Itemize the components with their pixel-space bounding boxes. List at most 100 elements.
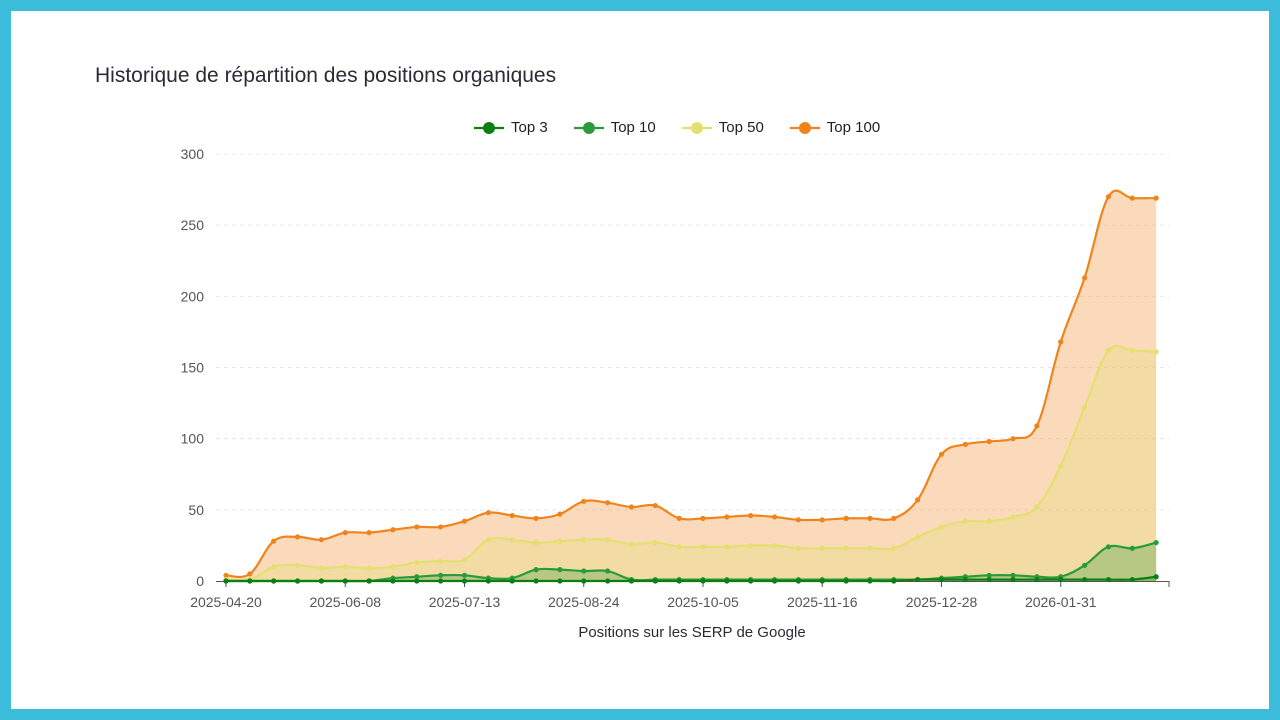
x-axis-title: Positions sur les SERP de Google xyxy=(578,624,805,641)
data-point xyxy=(533,539,539,546)
data-point xyxy=(485,537,491,543)
area-top-50 xyxy=(226,345,1157,581)
data-point xyxy=(366,578,372,584)
data-point xyxy=(652,502,658,509)
data-point xyxy=(1058,576,1064,583)
data-point xyxy=(247,578,253,584)
line-top-3 xyxy=(226,575,1157,583)
data-point xyxy=(1010,514,1016,520)
data-point xyxy=(1105,194,1112,200)
data-point xyxy=(986,518,992,524)
data-point xyxy=(915,534,921,540)
data-point xyxy=(962,576,968,583)
legend-marker-icon xyxy=(681,121,712,134)
data-point xyxy=(461,518,468,524)
data-point xyxy=(915,497,921,503)
data-point xyxy=(1153,539,1159,546)
y-tick-label: 200 xyxy=(181,288,205,304)
data-point xyxy=(581,578,587,584)
legend-marker-icon xyxy=(789,121,820,134)
data-point xyxy=(819,578,825,584)
data-point xyxy=(867,515,873,521)
data-point xyxy=(342,530,348,536)
x-tick-label: 2025-08-24 xyxy=(548,594,620,610)
x-tick-label: 2025-04-20 xyxy=(190,594,262,610)
data-point xyxy=(557,567,563,573)
data-point xyxy=(509,578,515,584)
data-point xyxy=(1034,576,1040,583)
data-point xyxy=(628,504,635,510)
data-point xyxy=(414,574,420,580)
data-point xyxy=(676,544,682,550)
data-point xyxy=(342,578,348,584)
data-point xyxy=(986,576,992,583)
data-point xyxy=(366,565,372,571)
data-point xyxy=(318,578,324,584)
data-point xyxy=(533,567,539,573)
data-point xyxy=(1010,576,1016,583)
data-point xyxy=(366,530,372,536)
data-point xyxy=(1105,347,1112,354)
data-point xyxy=(724,578,730,584)
data-point xyxy=(247,571,253,577)
legend-item-top-100[interactable]: Top 100 xyxy=(789,119,881,136)
y-tick-label: 50 xyxy=(188,502,204,518)
data-point xyxy=(652,539,658,546)
data-point xyxy=(891,515,897,521)
data-point xyxy=(438,524,444,530)
data-point xyxy=(485,578,491,584)
data-point xyxy=(605,500,611,506)
x-tick-label: 2025-10-05 xyxy=(667,594,739,610)
data-point xyxy=(795,578,802,584)
chart-card xyxy=(11,11,1269,709)
line-top-10 xyxy=(226,541,1157,583)
legend-item-top-10[interactable]: Top 10 xyxy=(573,119,656,136)
data-point xyxy=(700,515,706,521)
area-top-100 xyxy=(226,190,1157,581)
data-point xyxy=(414,559,420,566)
data-point xyxy=(676,515,682,521)
data-point xyxy=(1010,436,1016,442)
data-point xyxy=(294,578,301,584)
data-point xyxy=(891,578,897,584)
data-point xyxy=(1105,544,1112,550)
x-tick-label: 2025-06-08 xyxy=(309,594,381,610)
data-point xyxy=(342,564,348,570)
legend-label: Top 3 xyxy=(511,119,548,136)
data-point xyxy=(938,451,945,457)
data-point xyxy=(1153,574,1159,580)
data-point xyxy=(986,572,992,578)
data-point xyxy=(294,562,301,568)
legend-marker-icon xyxy=(573,121,604,134)
data-point xyxy=(509,537,515,543)
data-point xyxy=(724,544,730,550)
data-point xyxy=(915,576,921,583)
data-point xyxy=(748,512,754,519)
data-point xyxy=(1034,423,1040,429)
data-point xyxy=(318,565,324,571)
x-tick-label: 2026-01-31 xyxy=(1025,594,1097,610)
y-tick-label: 150 xyxy=(181,360,205,376)
legend-item-top-3[interactable]: Top 3 xyxy=(474,119,548,136)
data-point xyxy=(390,578,396,584)
legend-item-top-50[interactable]: Top 50 xyxy=(681,119,764,136)
data-point xyxy=(1082,576,1088,583)
data-point xyxy=(962,441,968,447)
data-point xyxy=(605,537,611,543)
legend-label: Top 100 xyxy=(826,119,881,136)
data-point xyxy=(843,545,849,551)
data-point xyxy=(771,514,778,520)
legend-label: Top 10 xyxy=(610,119,656,136)
data-point xyxy=(461,557,468,563)
data-point xyxy=(962,518,968,524)
data-point xyxy=(461,572,468,578)
data-point xyxy=(628,541,635,547)
data-point xyxy=(819,545,825,551)
data-point xyxy=(938,576,945,583)
data-point xyxy=(843,578,849,584)
line-top-50 xyxy=(225,344,1157,582)
data-point xyxy=(628,578,635,584)
data-point xyxy=(891,545,897,551)
data-point xyxy=(986,438,992,445)
